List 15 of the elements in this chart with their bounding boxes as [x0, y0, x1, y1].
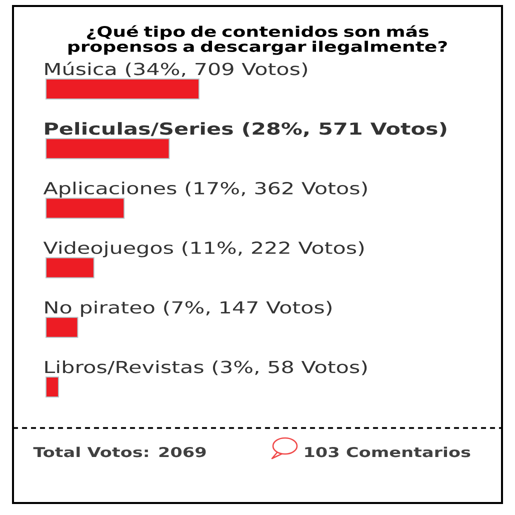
data-label: No pirateo (7%, 147 Votos) — [45, 300, 332, 317]
bar — [46, 138, 170, 160]
bar — [46, 257, 94, 278]
text: Total Votos: 2069 — [33, 446, 206, 458]
bar — [46, 78, 200, 100]
data-label: Libros/Revistas (3%, 58 Votos) — [45, 360, 367, 376]
text: ¿Qué tipo de contenidos son más propensos a descargar ilegalmente? — [68, 25, 447, 55]
data-label: Música (34%, 709 Votos) — [45, 62, 308, 78]
data-label: Videojuegos (11%, 222 Votos) — [43, 241, 364, 258]
bar — [46, 198, 125, 219]
text: 103 Comentarios — [305, 446, 470, 458]
bar — [46, 316, 78, 338]
data-label: Peliculas/Series (28%, 571 Votos) — [45, 122, 446, 137]
data-label: Aplicaciones (17%, 362 Votos) — [43, 182, 367, 198]
bar — [46, 376, 60, 398]
